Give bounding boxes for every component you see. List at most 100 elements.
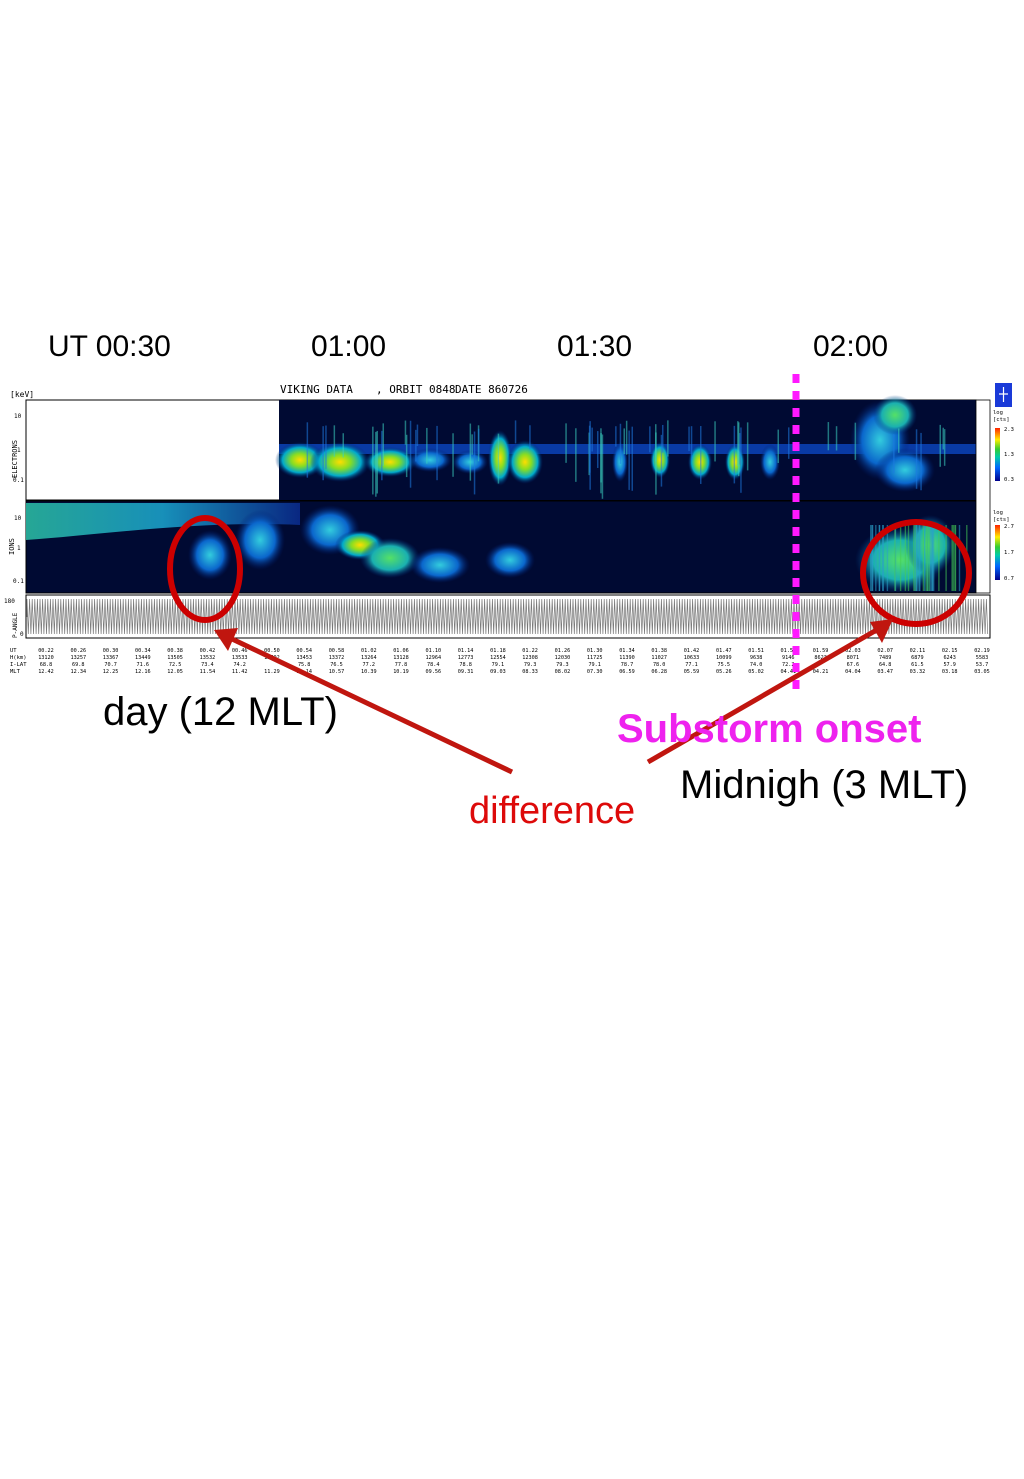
electrons-colorbar-tick-mid: 1.3	[1004, 452, 1014, 458]
logo-mark	[999, 387, 1008, 402]
ephemeris-cell-mlt: 03.05	[974, 669, 990, 675]
ut-label-0130: 01:30	[557, 330, 633, 363]
ion-flux-streak	[913, 525, 915, 591]
ephemeris-cell-h: 13257	[70, 655, 86, 661]
ion-flux-streak	[918, 525, 920, 591]
ephemeris-cell-mlt: 09.31	[458, 669, 474, 675]
electron-flux-patch	[364, 447, 416, 477]
ephemeris-cell-ut: 01.38	[651, 648, 667, 654]
electron-flux-streak	[667, 420, 669, 457]
ephemeris-cell-ilat: 57.9	[943, 662, 956, 668]
ephemeris-cell-mlt: 11.29	[264, 669, 280, 675]
ephemeris-cell-h: 13128	[393, 655, 409, 661]
ephemeris-cell-ut: 01.51	[748, 648, 764, 654]
ephemeris-cell-mlt: 05.26	[716, 669, 732, 675]
electron-flux-streak	[943, 429, 946, 466]
electron-flux-streak	[409, 420, 412, 488]
electron-flux-streak	[835, 426, 838, 451]
difference-annotation: difference	[469, 790, 636, 832]
electron-flux-streak	[893, 434, 895, 474]
electron-flux-streak	[619, 423, 622, 464]
ion-flux-streak	[894, 525, 896, 591]
ephemeris-cell-mlt: 03.47	[877, 669, 893, 675]
electron-flux-streak	[381, 430, 383, 481]
electron-flux-streak	[416, 424, 419, 447]
electron-flux-streak	[342, 433, 344, 458]
ion-flux-streak	[904, 525, 907, 591]
ephemeris-cell-ut: 01.02	[361, 648, 377, 654]
pitch-angle-ytick-180: 180	[4, 598, 15, 605]
ion-flux-patch	[485, 542, 535, 578]
ephemeris-cell-mlt: 12.16	[135, 669, 151, 675]
ephemeris-cell-mlt: 05.59	[684, 669, 700, 675]
ion-flux-streak	[899, 525, 902, 591]
electron-flux-streak	[915, 429, 918, 489]
electrons-axis-label: ELECTRONS	[11, 440, 19, 478]
ion-flux-streak	[952, 525, 954, 591]
electron-flux-streak	[452, 433, 454, 477]
ephemeris-cell-ut: 00.42	[200, 648, 216, 654]
ephemeris-cell-mlt: 07.30	[587, 669, 603, 675]
electron-flux-streak	[473, 431, 476, 495]
ephemeris-cell-ut: 01.26	[555, 648, 571, 654]
ephemeris-cell-h: 6243	[943, 655, 956, 661]
electron-flux-streak	[746, 422, 749, 471]
ephemeris-cell-ut: 02.03	[845, 648, 861, 654]
ephemeris-cell-ilat: 79.3	[556, 662, 569, 668]
ions-colorbar-tick-bottom: 0.7	[1004, 576, 1014, 582]
ephemeris-cell-ilat: 78.7	[621, 662, 634, 668]
ephemeris-cell-ut: 00.30	[103, 648, 119, 654]
electron-flux-streak	[325, 425, 327, 469]
substorm-onset-annotation: Substorm onset	[617, 707, 922, 751]
ephemeris-cell-mlt: 12.25	[103, 669, 119, 675]
ephemeris-cell-h: 13264	[361, 655, 377, 661]
electrons-panel: ELECTRONS 10 1 0.1	[11, 395, 977, 501]
ephemeris-cell-ut: 01.59	[813, 648, 829, 654]
electron-flux-streak	[471, 434, 473, 455]
ephemeris-cell-ut: 02.19	[974, 648, 990, 654]
ephemeris-cell-mlt: 06.59	[619, 669, 635, 675]
ephemeris-cell-ilat: 75.8	[298, 662, 311, 668]
ephemeris-cell-mlt: 10.39	[361, 669, 377, 675]
ephemeris-cell-ut: 01.10	[425, 648, 441, 654]
ephemeris-cell-ilat: 79.1	[588, 662, 601, 668]
arrowhead-right	[870, 619, 893, 643]
electron-flux-streak	[529, 425, 531, 450]
electron-flux-streak	[404, 420, 407, 445]
ephemeris-cell-ilat: 75.5	[718, 662, 731, 668]
ephemeris-cell-ut: 01.42	[684, 648, 700, 654]
ut-label-0030: UT 00:30	[48, 330, 171, 363]
ephemeris-cell-mlt: 04.04	[845, 669, 861, 675]
ion-flux-streak	[931, 525, 933, 591]
electron-flux-streak	[589, 421, 591, 490]
midnight-region-circle	[860, 519, 972, 627]
electron-flux-streak	[655, 424, 657, 462]
ephemeris-cell-mlt: 12.42	[38, 669, 54, 675]
electron-flux-streak	[628, 430, 630, 490]
electron-flux-streak	[600, 428, 602, 494]
electron-flux-streak	[615, 426, 617, 447]
difference-arrow-right	[646, 619, 893, 765]
ephemeris-cell-h: 12773	[458, 655, 474, 661]
ephemeris-cell-h: 13367	[103, 655, 119, 661]
ion-flux-streak	[870, 525, 872, 591]
ephemeris-cell-h: 13533	[232, 655, 248, 661]
ion-flux-streak	[929, 525, 931, 591]
ephemeris-cell-mlt: 10.19	[393, 669, 409, 675]
ion-flux-streak	[927, 525, 929, 591]
ephemeris-row-label-h: H(km)	[10, 655, 27, 661]
electron-flux-streak	[405, 434, 408, 478]
ephemeris-cell-mlt: 12.05	[167, 669, 183, 675]
electron-flux-patch	[873, 395, 917, 435]
electron-flux-streak	[700, 426, 702, 484]
electron-flux-streak	[333, 425, 336, 457]
ions-panel: IONS 10 1 0.1	[8, 500, 977, 594]
ephemeris-cell-ilat: 78.0	[653, 662, 666, 668]
ephemeris-cell-ut: 01.06	[393, 648, 409, 654]
difference-arrow-left	[214, 628, 514, 775]
ephemeris-cell-ilat: 73.4	[201, 662, 214, 668]
electrons-colorbar-tick-top: 2.3	[1004, 427, 1014, 433]
electrons-ytick-01: 0.1	[13, 477, 24, 484]
ephemeris-cell-h: 6879	[911, 655, 924, 661]
